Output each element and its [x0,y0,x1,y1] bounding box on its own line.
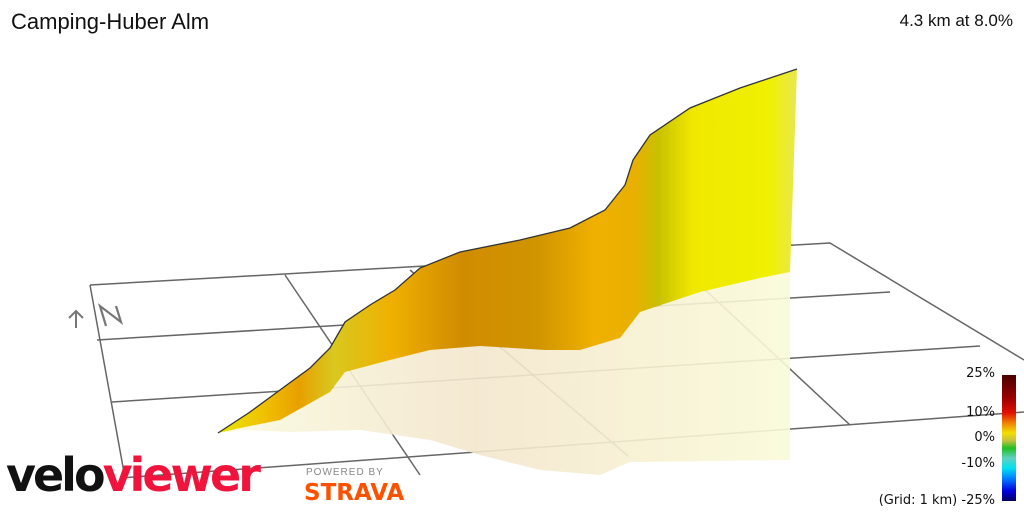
legend-tick-25: 25% [966,366,995,381]
compass-n-icon [97,303,124,327]
page-title: Camping-Huber Alm [11,9,210,34]
gradient-colorbar [1002,375,1016,501]
logo-viewer: viewer [102,448,261,502]
elevation-profile-wall[interactable] [218,69,797,433]
strava-logo[interactable]: STRAVA [304,480,405,506]
veloviewer-logo[interactable]: veloviewer [6,452,261,498]
segment-stats: 4.3 km at 8.0% [899,11,1013,30]
grid-scale-note: (Grid: 1 km) [878,493,958,508]
legend-tick-minus25: (Grid: 1 km) -25% [860,493,995,508]
legend-tick-minus10: -10% [961,456,995,471]
legend-tick-10: 10% [966,405,995,420]
logo-velo: velo [6,448,106,502]
powered-by-label: POWERED BY [306,467,384,478]
north-arrow-icon [68,309,84,328]
profile-shadow [218,272,790,475]
elevation-profile-line [217,68,798,434]
legend-min-label: -25% [961,493,995,508]
legend-tick-0: 0% [974,430,995,445]
